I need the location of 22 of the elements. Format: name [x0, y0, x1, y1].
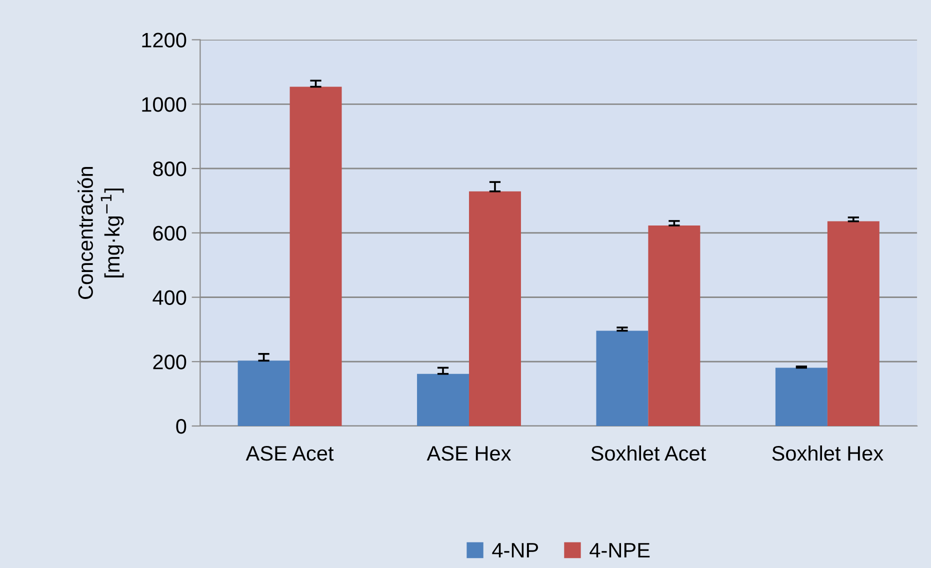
y-axis-title: Concentración [mg·kg$^{−1}$] — [77, 167, 124, 299]
x-tick-label: ASE Acet — [246, 446, 334, 461]
y-tick-label: 1200 — [142, 32, 186, 48]
y-tick-label: 800 — [153, 162, 186, 176]
legend-label: 4-NPE — [590, 543, 650, 558]
bar — [290, 86, 342, 426]
y-tick-label: 0 — [176, 419, 186, 434]
y-tick-label: 200 — [153, 354, 186, 370]
y-tick-label: 600 — [153, 226, 186, 241]
bar — [596, 330, 648, 426]
x-tick-label: Soxhlet Acet — [591, 445, 706, 461]
x-tick-label: ASE Hex — [426, 446, 512, 461]
bar — [238, 360, 290, 426]
x-tick-label: Soxhlet Hex — [772, 445, 884, 461]
legend-label: 4-NP — [492, 543, 538, 558]
y-tick-label: 400 — [152, 290, 186, 306]
bar — [648, 225, 700, 426]
y-tick-label: 1000 — [142, 97, 186, 112]
bar — [468, 191, 521, 426]
bar — [827, 221, 880, 426]
bar — [417, 374, 469, 426]
bar — [775, 368, 828, 426]
